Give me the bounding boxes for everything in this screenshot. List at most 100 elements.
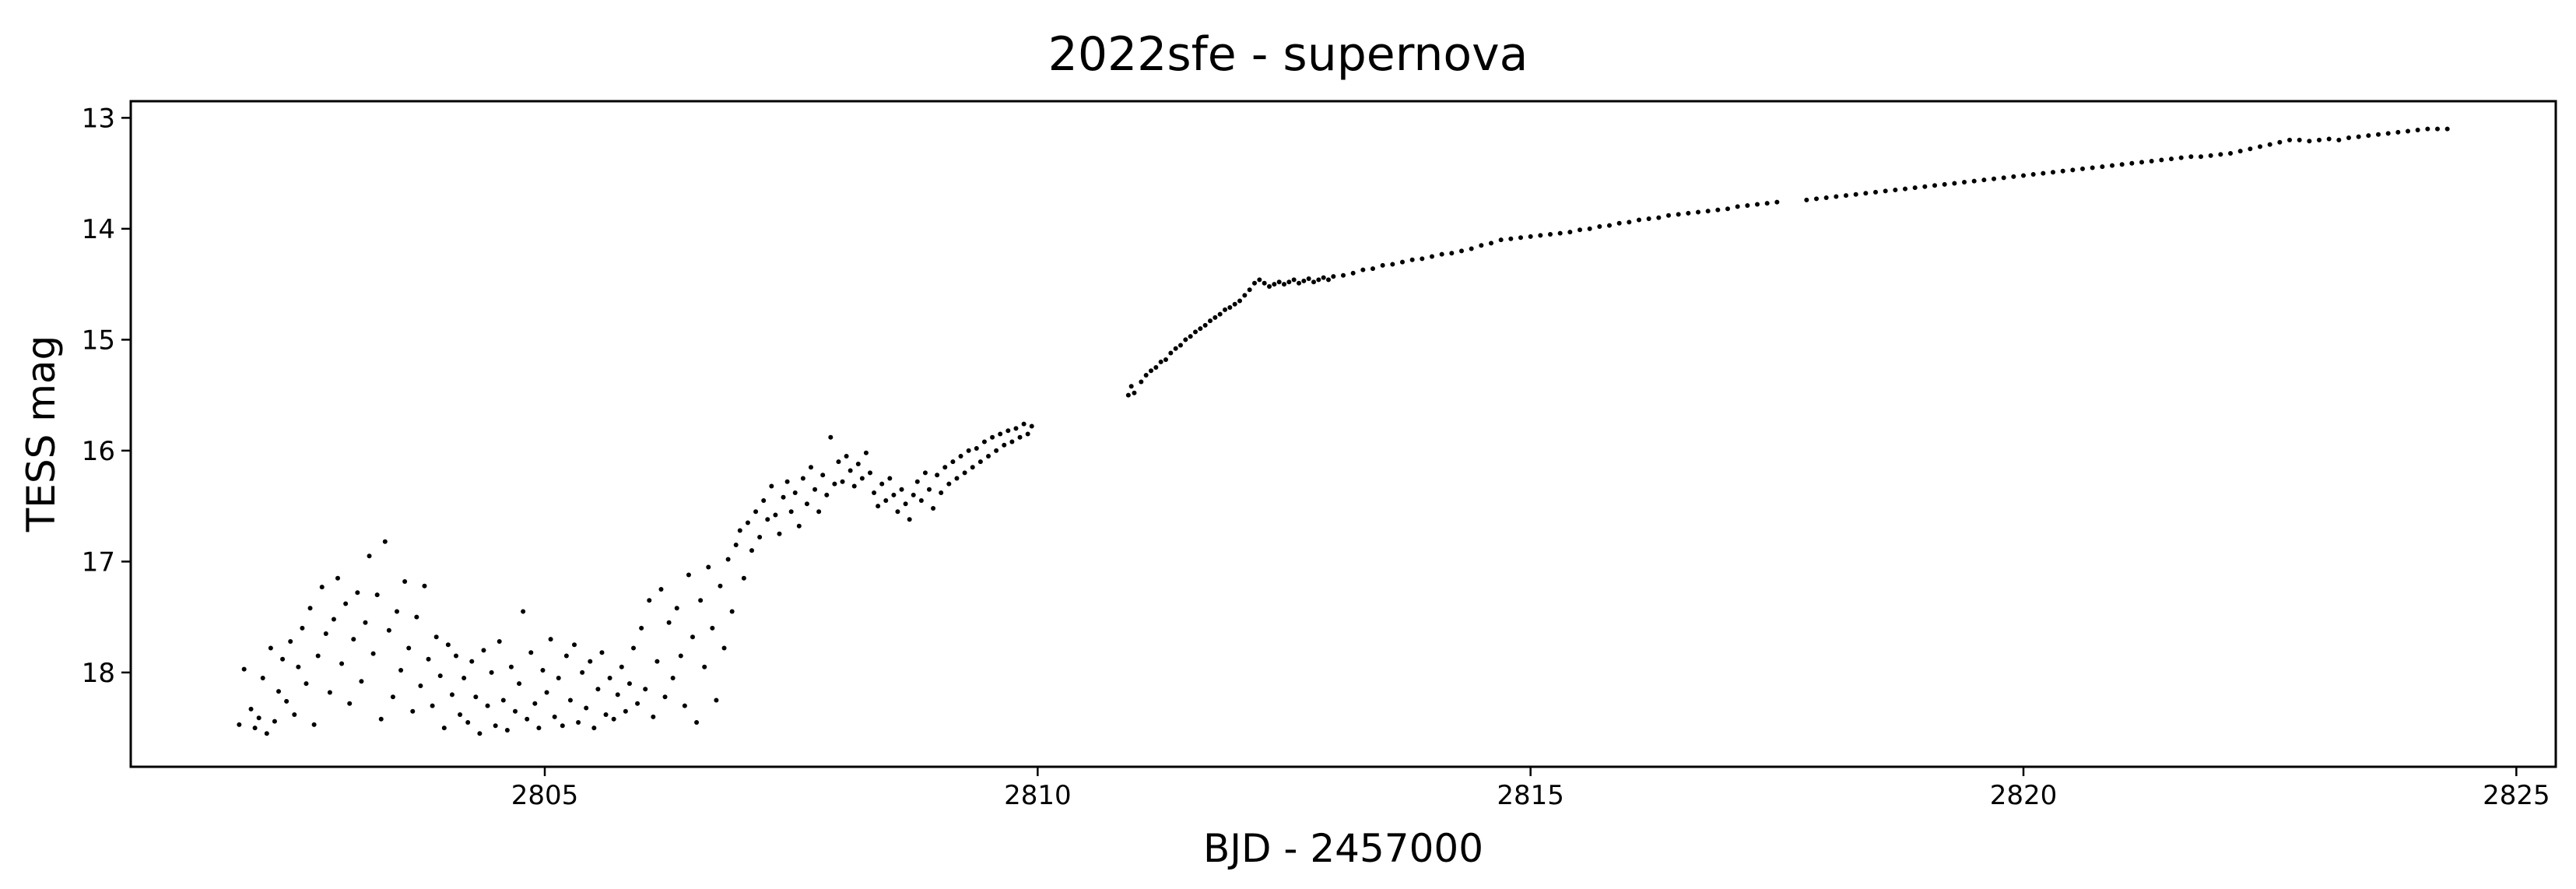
x-tick-label: 2820	[1990, 780, 2058, 811]
data-point	[2159, 157, 2164, 163]
data-point	[414, 614, 419, 620]
data-point	[1139, 379, 1144, 385]
data-point	[1616, 220, 1622, 226]
data-point	[1489, 241, 1493, 246]
data-point	[922, 470, 928, 476]
data-point	[927, 487, 932, 492]
data-point	[1400, 259, 1405, 265]
data-point	[1002, 442, 1007, 448]
data-point	[1301, 278, 1307, 283]
data-point	[595, 687, 601, 692]
data-point	[1656, 215, 1662, 220]
data-point	[946, 481, 952, 487]
data-point	[378, 716, 384, 722]
data-point	[1971, 178, 1977, 184]
data-point	[1262, 280, 1267, 286]
y-axis: 13 14 15 16 17 18	[82, 103, 131, 689]
data-point	[674, 606, 679, 611]
data-point	[2415, 128, 2420, 133]
data-point	[458, 712, 463, 718]
data-point	[280, 656, 286, 662]
data-point	[1370, 266, 1375, 272]
data-point	[1306, 276, 1311, 281]
data-point	[832, 481, 837, 487]
data-point	[1992, 176, 1996, 181]
data-point	[757, 535, 763, 540]
data-point	[576, 720, 581, 725]
data-point	[563, 653, 569, 659]
data-point	[1528, 234, 1533, 239]
data-point	[1132, 390, 1137, 395]
data-point	[800, 476, 805, 481]
data-point	[994, 448, 999, 453]
data-point	[517, 681, 522, 687]
data-point	[370, 651, 376, 656]
data-point	[2001, 175, 2006, 181]
data-point	[2218, 152, 2223, 157]
data-point	[402, 579, 408, 585]
data-point	[237, 722, 242, 727]
data-point	[749, 548, 754, 553]
data-point	[974, 446, 979, 452]
data-point	[1942, 181, 1947, 187]
data-point	[868, 470, 872, 476]
data-point	[741, 575, 746, 581]
data-point	[1459, 248, 1464, 254]
data-point	[552, 714, 557, 719]
data-point	[879, 481, 885, 487]
data-point	[698, 598, 704, 603]
data-point	[710, 625, 715, 631]
data-point	[335, 575, 340, 581]
data-point	[465, 720, 471, 725]
data-point	[1149, 368, 1153, 374]
data-point	[876, 504, 881, 509]
data-point	[2110, 163, 2114, 168]
data-point	[1193, 329, 1198, 335]
data-point	[2444, 126, 2450, 132]
data-point	[567, 697, 573, 703]
data-point	[1390, 262, 1395, 267]
data-point	[481, 648, 486, 653]
data-point	[714, 697, 719, 703]
data-point	[2317, 137, 2322, 142]
data-point	[895, 509, 900, 515]
data-point	[536, 726, 542, 731]
data-point	[678, 653, 683, 659]
y-tick-label: 18	[82, 658, 115, 689]
data-point	[469, 659, 475, 664]
data-point	[1686, 210, 1691, 216]
data-point	[702, 664, 707, 669]
data-point	[777, 531, 782, 536]
data-point	[1962, 180, 1967, 185]
data-point	[355, 590, 360, 596]
data-point	[2366, 133, 2371, 139]
data-point	[2129, 160, 2135, 166]
data-point	[1272, 282, 1277, 287]
data-point	[626, 681, 632, 687]
data-point	[2307, 139, 2312, 144]
data-point	[812, 487, 818, 492]
data-point	[1213, 314, 1218, 320]
data-point	[1276, 279, 1282, 285]
data-point	[840, 479, 845, 484]
data-point	[276, 689, 281, 694]
data-point	[2287, 137, 2292, 142]
data-point	[769, 483, 774, 489]
data-point	[504, 727, 510, 733]
data-point	[977, 459, 983, 465]
data-point	[1676, 212, 1681, 217]
data-point	[931, 505, 936, 511]
data-point	[950, 459, 956, 465]
data-point	[2248, 146, 2253, 152]
x-tick-label: 2825	[2483, 780, 2550, 811]
data-point	[1814, 196, 1819, 202]
data-point	[820, 473, 826, 478]
data-point	[493, 723, 498, 729]
data-point	[591, 726, 597, 731]
data-point	[781, 494, 786, 500]
data-point	[580, 669, 585, 675]
data-point	[1498, 237, 1504, 243]
data-point	[1297, 280, 1301, 286]
data-point	[2169, 156, 2174, 162]
data-point	[848, 468, 853, 473]
